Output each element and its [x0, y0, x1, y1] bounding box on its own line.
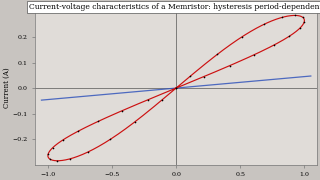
- Title: Current-voltage characteristics of a Memristor: hysteresis period-dependent: Current-voltage characteristics of a Mem…: [29, 3, 320, 11]
- Y-axis label: Current (A): Current (A): [3, 68, 11, 108]
